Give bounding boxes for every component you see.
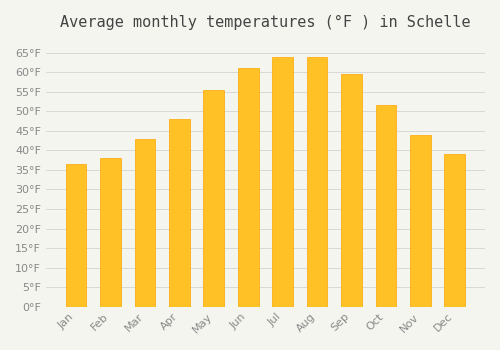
Bar xyxy=(66,164,86,307)
Bar xyxy=(238,68,258,307)
Bar xyxy=(169,119,190,307)
Title: Average monthly temperatures (°F ) in Schelle: Average monthly temperatures (°F ) in Sc… xyxy=(60,15,470,30)
Bar xyxy=(444,154,465,307)
Bar xyxy=(204,90,224,307)
Bar xyxy=(376,105,396,307)
Bar xyxy=(100,158,121,307)
Bar xyxy=(341,74,362,307)
Bar xyxy=(410,135,430,307)
Bar xyxy=(272,57,293,307)
Bar xyxy=(134,139,156,307)
Bar xyxy=(306,57,328,307)
